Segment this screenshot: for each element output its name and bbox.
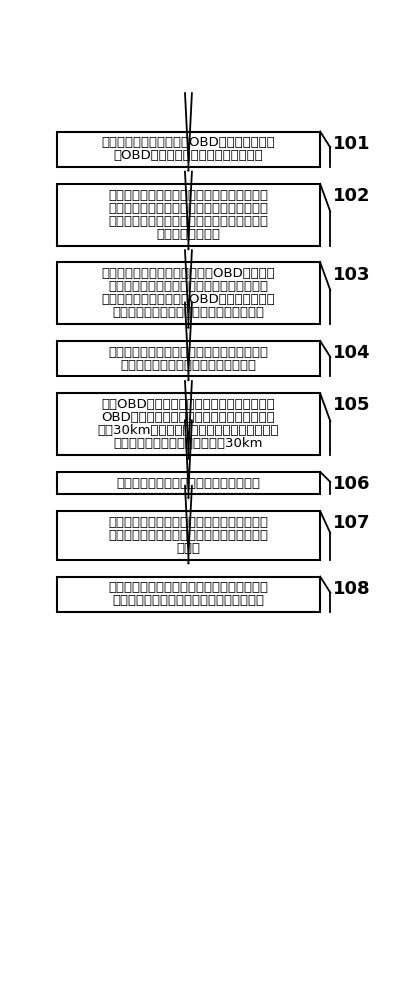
Text: 102: 102 xyxy=(332,187,370,205)
Text: 余油量: 余油量 xyxy=(177,542,200,555)
Bar xyxy=(57,184,320,246)
Text: 为若干用油段，对于每个所述用油段，通过统: 为若干用油段，对于每个所述用油段，通过统 xyxy=(108,280,268,293)
Text: 集OBD数据的时点为若干个采集时间点: 集OBD数据的时点为若干个采集时间点 xyxy=(114,149,263,162)
Text: 差值，确定出若干加油时间段，将每个所述加: 差值，确定出若干加油时间段，将每个所述加 xyxy=(108,202,268,215)
Text: 油时间段内油量增量最大的采集时间点确定为: 油时间段内油量增量最大的采集时间点确定为 xyxy=(108,215,268,228)
Text: 至所有行程段的行驶里程均大于30km: 至所有行程段的行驶里程均大于30km xyxy=(114,437,263,450)
Text: 104: 104 xyxy=(332,344,370,362)
Bar xyxy=(57,511,320,560)
Text: 103: 103 xyxy=(332,266,370,284)
Text: 根据每个所述采集时间点前后的平均剩余油量: 根据每个所述采集时间点前后的平均剩余油量 xyxy=(108,189,268,202)
Text: 若干个加油时间点: 若干个加油时间点 xyxy=(156,228,221,241)
Bar xyxy=(57,472,320,494)
Text: 以预设时间间隔连续采集OBD数据，并记录采: 以预设时间间隔连续采集OBD数据，并记录采 xyxy=(101,136,275,149)
Text: 到每个所述行程段中任意采集时间点的优化剩: 到每个所述行程段中任意采集时间点的优化剩 xyxy=(108,529,268,542)
Text: 所述计算每个所述用油段的剩余油量变化趋势: 所述计算每个所述用油段的剩余油量变化趋势 xyxy=(108,346,268,359)
Text: 最大值的出现频次，确定出若干段无效数据: 最大值的出现频次，确定出若干段无效数据 xyxy=(112,306,265,319)
Text: 105: 105 xyxy=(332,396,370,414)
Bar xyxy=(57,577,320,612)
Bar xyxy=(57,393,320,455)
Text: OBD数据切分为若干行程段，将所有行驶里程: OBD数据切分为若干行程段，将所有行驶里程 xyxy=(101,411,275,424)
Text: 并将计算结果相应的替代所述无效数据: 并将计算结果相应的替代所述无效数据 xyxy=(120,359,257,372)
Text: 计每个采集时间点前后的OBD数据中剩余油量: 计每个采集时间点前后的OBD数据中剩余油量 xyxy=(101,293,275,306)
Text: 根据加油时间点，将采集的所有OBD数据切分: 根据加油时间点，将采集的所有OBD数据切分 xyxy=(101,267,275,280)
Text: 将每个所述行程段进行拼接优化，并进一步得: 将每个所述行程段进行拼接优化，并进一步得 xyxy=(108,516,268,529)
Text: 计算每个所述行程段的剩余油量变化趋势: 计算每个所述行程段的剩余油量变化趋势 xyxy=(116,477,261,490)
Bar xyxy=(57,132,320,167)
Text: 101: 101 xyxy=(332,135,370,153)
Text: 107: 107 xyxy=(332,514,370,532)
Text: 106: 106 xyxy=(332,475,370,493)
Text: 108: 108 xyxy=(332,580,370,598)
Text: 积油耗、加油油量和油耗统计并向用户显示: 积油耗、加油油量和油耗统计并向用户显示 xyxy=(112,594,265,607)
Text: 根据所述优化剩余油量计算生成瞬时油耗、累: 根据所述优化剩余油量计算生成瞬时油耗、累 xyxy=(108,581,268,594)
Text: 根据OBD数据中的点火时间点，将采集的所有: 根据OBD数据中的点火时间点，将采集的所有 xyxy=(101,398,275,411)
Bar xyxy=(57,341,320,376)
Text: 小于30km的行程段与其相邻的行程段合并，直: 小于30km的行程段与其相邻的行程段合并，直 xyxy=(98,424,279,437)
Bar xyxy=(57,262,320,324)
